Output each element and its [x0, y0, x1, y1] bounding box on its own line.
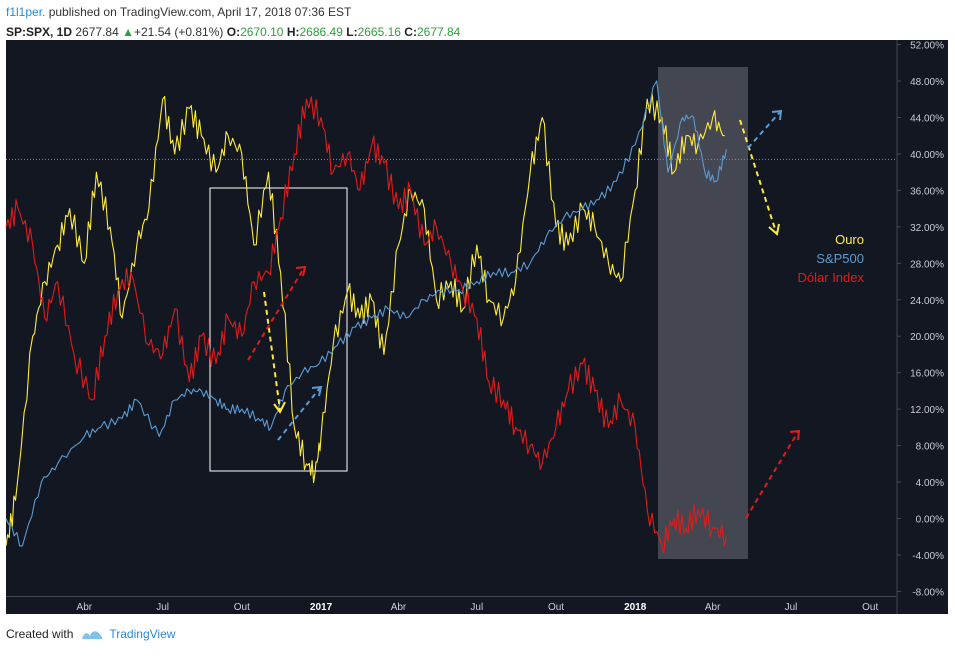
plot-area[interactable] — [6, 40, 896, 596]
axis-panel[interactable] — [896, 40, 948, 614]
y-tick-label: -4.00% — [912, 551, 944, 562]
series-line-1 — [5, 93, 725, 546]
y-tick-label: 28.00% — [910, 259, 944, 270]
publish-info: published on TradingView.com, April 17, … — [45, 5, 352, 19]
low-value: 2665.16 — [357, 25, 401, 39]
x-tick-label: Out — [548, 602, 564, 613]
footer: Created with TradingView — [6, 626, 175, 642]
time-axis-panel[interactable] — [6, 596, 896, 614]
blue-up-arrow-2 — [747, 111, 781, 149]
close-label: C: — [404, 25, 417, 39]
y-tick-label: 32.00% — [910, 223, 944, 234]
y-tick-label: 40.00% — [910, 150, 944, 161]
series-layer — [5, 80, 727, 554]
y-tick-label: 12.00% — [910, 405, 944, 416]
x-tick-label: Jul — [470, 602, 483, 613]
x-tick-label: 2018 — [624, 602, 647, 613]
yellow-arrowhead-2 — [768, 223, 780, 236]
highlight-zone — [658, 67, 748, 559]
arrow-annotations — [247, 111, 799, 519]
x-tick-label: Jul — [156, 602, 169, 613]
y-tick-label: 44.00% — [910, 113, 944, 124]
legend-entry: Ouro — [835, 232, 864, 247]
y-tick-label: 48.00% — [910, 77, 944, 88]
x-tick-label: 2017 — [310, 602, 333, 613]
high-value: 2686.49 — [299, 25, 343, 39]
x-tick-label: Jul — [785, 602, 798, 613]
y-tick-label: 52.00% — [910, 41, 944, 52]
symbol-label[interactable]: SP:SPX, 1D — [6, 25, 73, 39]
tradingview-logo-icon — [82, 631, 103, 639]
y-tick-label: 0.00% — [916, 515, 944, 526]
blue-up-arrow-1 — [277, 387, 321, 441]
ohlc-line: SP:SPX, 1D 2677.84 ▲+21.54 (+0.81%) O:26… — [6, 24, 946, 40]
blue-arrowhead-2 — [771, 109, 783, 121]
arrow-heads — [273, 109, 801, 441]
y-tick-label: 24.00% — [910, 296, 944, 307]
x-tick-label: Abr — [391, 602, 407, 613]
x-tick-label: Abr — [77, 602, 93, 613]
time-axis-labels: Abr Jul Out 2017 Abr Jul Out 2018 Abr Jul Out — [77, 602, 879, 613]
author-link[interactable]: f1l1per. — [6, 5, 46, 19]
low-label: L: — [346, 25, 358, 39]
y-tick-label: 20.00% — [910, 332, 944, 343]
series-line-3 — [5, 96, 727, 554]
open-label: O: — [226, 25, 241, 39]
legend-entry: Dólar Index — [798, 270, 865, 285]
red-arrowhead-2 — [789, 429, 801, 441]
y-tick-label: 36.00% — [910, 186, 944, 197]
y-tick-label: 8.00% — [916, 442, 944, 453]
y-tick-label: 16.00% — [910, 369, 944, 380]
red-arrowhead-1 — [295, 265, 307, 277]
blue-arrowhead-1 — [311, 385, 323, 397]
up-triangle-icon: ▲ — [122, 25, 134, 39]
y-tick-label: -8.00% — [912, 587, 944, 598]
chart-legend: Ouro S&P500 Dólar Index — [798, 232, 865, 285]
yellow-down-arrow-2 — [739, 119, 777, 233]
tradingview-link[interactable]: TradingView — [109, 627, 176, 641]
price-axis-labels: 52.00% 48.00% 44.00% 40.00% 36.00% 32.00% 28.0… — [897, 41, 944, 598]
y-tick-label: 4.00% — [916, 478, 944, 489]
open-value: 2670.10 — [240, 25, 284, 39]
red-up-arrow-2 — [745, 431, 799, 519]
price-change: +21.54 (+0.81%) — [134, 25, 224, 39]
chart-header: f1l1per. published on TradingView.com, A… — [6, 4, 946, 40]
price-chart[interactable]: Ouro S&P500 Dólar Index 52.00% 48.00% 44.00%… — [0, 40, 955, 656]
series-line-2 — [5, 80, 727, 547]
x-tick-label: Out — [862, 602, 878, 613]
close-value: 2677.84 — [416, 25, 461, 39]
x-tick-label: Out — [234, 602, 250, 613]
high-label: H: — [286, 25, 300, 39]
legend-entry: S&P500 — [816, 251, 864, 266]
yellow-arrowhead-1 — [273, 401, 286, 414]
publish-line: f1l1per. published on TradingView.com, A… — [6, 4, 946, 20]
created-with-label: Created with — [6, 627, 74, 641]
annotation-box — [209, 187, 348, 472]
x-tick-label: Abr — [705, 602, 721, 613]
yellow-down-arrow-1 — [263, 291, 281, 411]
last-price: 2677.84 — [75, 25, 119, 39]
